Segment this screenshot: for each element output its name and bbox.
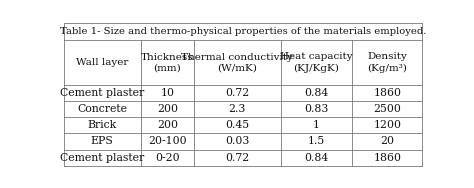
Text: EPS: EPS: [91, 136, 114, 146]
Text: Brick: Brick: [88, 120, 117, 130]
Text: 0.03: 0.03: [225, 136, 249, 146]
Text: 20-100: 20-100: [148, 136, 187, 146]
Text: 0.84: 0.84: [304, 88, 328, 98]
Text: 1.5: 1.5: [308, 136, 325, 146]
Text: 20: 20: [380, 136, 394, 146]
Text: 1200: 1200: [373, 120, 401, 130]
Text: 0.45: 0.45: [225, 120, 249, 130]
Text: 0.72: 0.72: [225, 88, 249, 98]
Text: Density
(Kg/m³): Density (Kg/m³): [367, 52, 407, 73]
Text: Wall layer: Wall layer: [76, 58, 128, 67]
Text: 0-20: 0-20: [155, 153, 180, 163]
Text: Cement plaster: Cement plaster: [60, 153, 144, 163]
Text: 2500: 2500: [374, 104, 401, 114]
Text: Thickness
(mm): Thickness (mm): [141, 52, 193, 73]
Text: Heat capacity
(KJ/KgK): Heat capacity (KJ/KgK): [280, 52, 353, 73]
Text: 10: 10: [160, 88, 174, 98]
Text: Concrete: Concrete: [77, 104, 127, 114]
Text: 0.83: 0.83: [304, 104, 328, 114]
Text: 1860: 1860: [373, 153, 401, 163]
Text: Thermal conductivity
(W/mK): Thermal conductivity (W/mK): [181, 52, 293, 73]
Text: Cement plaster: Cement plaster: [60, 88, 144, 98]
Text: 200: 200: [157, 120, 178, 130]
Text: Table 1- Size and thermo-physical properties of the materials employed.: Table 1- Size and thermo-physical proper…: [60, 27, 426, 36]
Text: 1: 1: [313, 120, 320, 130]
Text: 200: 200: [157, 104, 178, 114]
Text: 0.84: 0.84: [304, 153, 328, 163]
Text: 0.72: 0.72: [225, 153, 249, 163]
Text: 2.3: 2.3: [228, 104, 246, 114]
Text: 1860: 1860: [373, 88, 401, 98]
